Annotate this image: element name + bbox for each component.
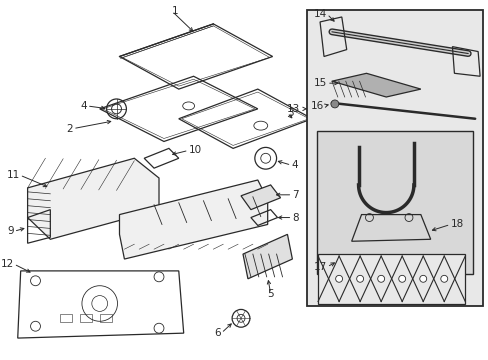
Text: 5: 5 <box>267 289 273 299</box>
Circle shape <box>440 275 447 282</box>
Text: 10: 10 <box>188 145 202 156</box>
Polygon shape <box>241 185 280 210</box>
Text: 12: 12 <box>0 259 14 269</box>
Text: 18: 18 <box>449 220 463 229</box>
Polygon shape <box>331 73 420 97</box>
Bar <box>60 314 72 322</box>
Text: 4: 4 <box>80 101 87 111</box>
Bar <box>306 10 482 306</box>
Bar <box>316 131 472 274</box>
Text: 3: 3 <box>287 108 293 118</box>
Bar <box>100 314 111 322</box>
Text: 17: 17 <box>313 262 326 272</box>
Text: 15: 15 <box>313 78 326 88</box>
Text: 2: 2 <box>66 123 73 134</box>
Text: 13: 13 <box>286 104 300 114</box>
Circle shape <box>419 275 426 282</box>
Circle shape <box>377 275 384 282</box>
Circle shape <box>330 100 338 108</box>
Polygon shape <box>243 234 292 279</box>
Text: 14: 14 <box>313 9 326 19</box>
Text: 4: 4 <box>291 160 297 170</box>
Text: 9: 9 <box>7 226 14 237</box>
Text: 1: 1 <box>171 6 178 16</box>
Text: 16: 16 <box>310 101 324 111</box>
Text: 7: 7 <box>292 190 298 200</box>
Text: 8: 8 <box>292 212 298 222</box>
Text: 11: 11 <box>6 170 20 180</box>
Polygon shape <box>119 180 267 259</box>
Text: 6: 6 <box>214 328 221 338</box>
Polygon shape <box>27 158 159 239</box>
Circle shape <box>335 275 342 282</box>
Circle shape <box>398 275 405 282</box>
Circle shape <box>356 275 363 282</box>
Bar <box>80 314 92 322</box>
Bar <box>317 254 465 303</box>
